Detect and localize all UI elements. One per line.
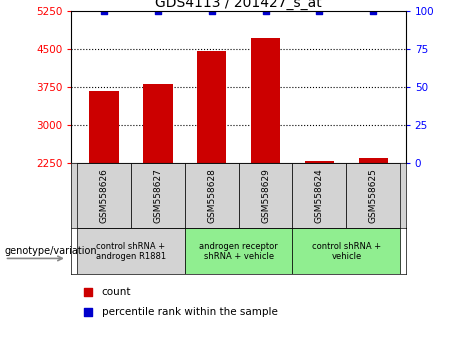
Text: count: count	[101, 287, 131, 297]
Text: genotype/variation: genotype/variation	[5, 246, 97, 256]
Text: GSM558628: GSM558628	[207, 168, 216, 223]
Bar	[305, 161, 334, 277]
Title: GDS4113 / 201427_s_at: GDS4113 / 201427_s_at	[155, 0, 322, 10]
Bar	[89, 91, 118, 277]
Point	[387, 43, 394, 49]
Text: androgen receptor
shRNA + vehicle: androgen receptor shRNA + vehicle	[199, 242, 278, 261]
Bar	[292, 163, 346, 228]
Bar	[346, 163, 400, 228]
Point	[387, 220, 394, 226]
Bar	[197, 51, 226, 277]
Text: GSM558626: GSM558626	[99, 168, 108, 223]
Bar	[185, 163, 239, 228]
Point	[370, 8, 377, 13]
Bar	[359, 158, 388, 277]
Bar	[239, 163, 292, 228]
Point	[100, 8, 107, 13]
Text: GSM558625: GSM558625	[369, 168, 378, 223]
Bar	[143, 84, 172, 277]
Bar	[77, 163, 131, 228]
Bar	[131, 163, 185, 228]
Bar	[77, 228, 185, 274]
Text: control shRNA +
vehicle: control shRNA + vehicle	[312, 242, 381, 261]
Point	[154, 8, 161, 13]
Point	[316, 8, 323, 13]
Text: GSM558627: GSM558627	[153, 168, 162, 223]
Text: GSM558624: GSM558624	[315, 168, 324, 223]
Point	[208, 8, 215, 13]
Bar	[292, 228, 400, 274]
Point	[262, 8, 269, 13]
Bar	[251, 38, 280, 277]
Text: GSM558629: GSM558629	[261, 168, 270, 223]
Text: control shRNA +
androgen R1881: control shRNA + androgen R1881	[96, 242, 166, 261]
Bar	[185, 228, 292, 274]
Text: percentile rank within the sample: percentile rank within the sample	[101, 307, 278, 317]
